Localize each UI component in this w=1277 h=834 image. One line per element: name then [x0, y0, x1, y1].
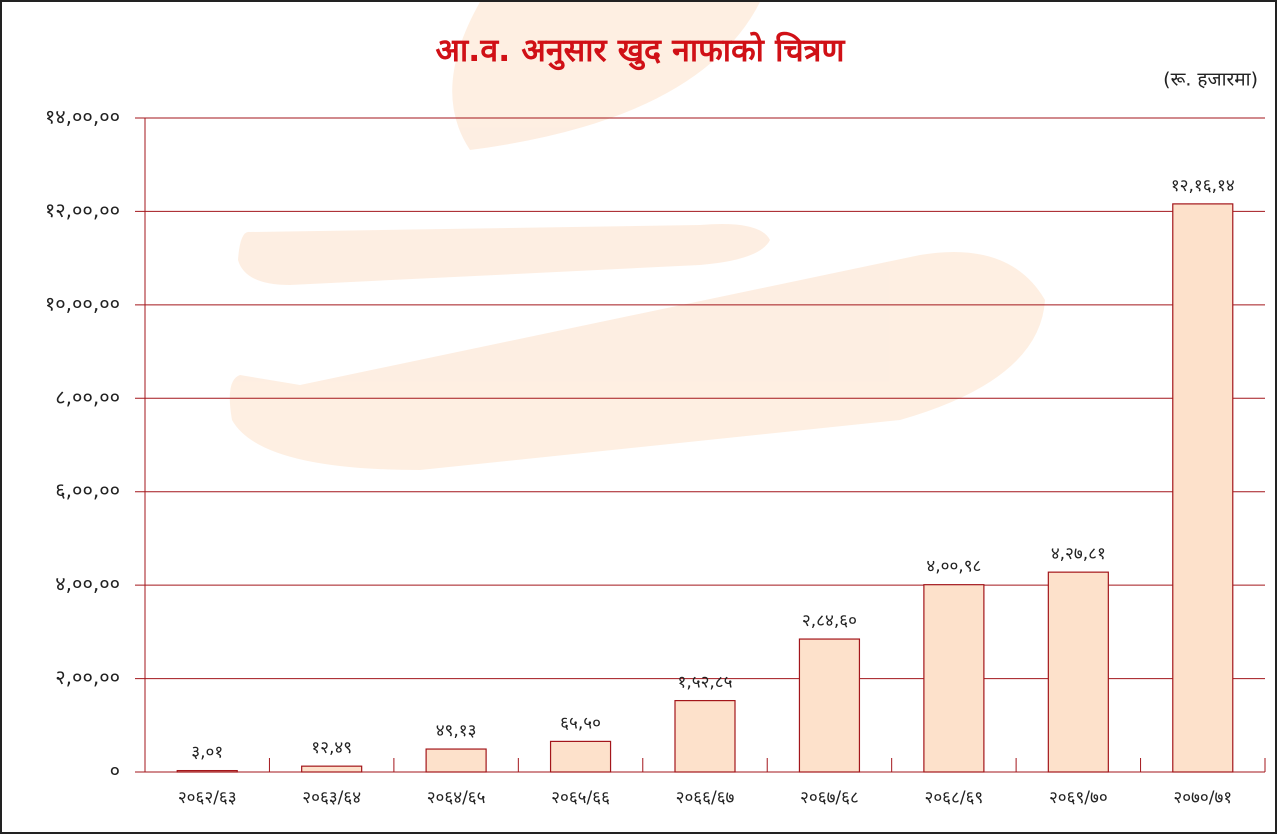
x-tick-label: २०६४/६५	[427, 788, 486, 808]
x-tick-label: २०६६/६७	[676, 788, 735, 808]
x-tick-label: २०६५/६६	[551, 788, 610, 808]
bar	[177, 771, 237, 772]
x-tick-label: २०६२/६३	[178, 788, 237, 808]
chart-title: आ.व. अनुसार खुद नाफाको चित्रण	[435, 31, 846, 71]
x-tick-label: २०६८/६९	[924, 788, 983, 808]
y-tick-label: ६,००,००	[55, 478, 120, 502]
page: {"chart_data": { "type": "bar", "title":…	[0, 0, 1277, 834]
bar	[799, 639, 859, 772]
x-tick-label: २०६७/६८	[800, 788, 859, 808]
value-label: ३,०१	[191, 743, 223, 763]
value-label: १२,४९	[311, 738, 352, 758]
y-tick-label: १२,००,००	[45, 198, 120, 222]
value-label: ६५,५०	[560, 713, 601, 733]
bar	[1048, 572, 1108, 772]
bar	[924, 585, 984, 772]
value-label: १२,१६,१४	[1171, 176, 1235, 196]
bar	[551, 741, 611, 772]
x-tick-label: २०६९/७०	[1049, 788, 1108, 808]
bar	[1173, 204, 1233, 772]
value-label: ४,२७,८१	[1051, 544, 1106, 564]
y-tick-label: १४,००,००	[45, 105, 120, 129]
x-tick-label: २०६३/६४	[302, 788, 361, 808]
y-tick-label: २,००,००	[55, 665, 120, 689]
x-tick-label: २०७०/७१	[1173, 788, 1232, 808]
chart: आ.व. अनुसार खुद नाफाको चित्रण (रू. हजारम…	[0, 0, 1277, 834]
bar	[426, 749, 486, 772]
y-tick-label: ८,००,००	[55, 385, 120, 409]
value-label: ४,००,९८	[926, 557, 981, 577]
y-tick-label: १०,००,००	[45, 291, 120, 315]
bar	[675, 701, 735, 772]
y-tick-label: ४,००,००	[55, 572, 120, 596]
bar	[302, 766, 362, 772]
chart-subtitle: (रू. हजारमा)	[1163, 69, 1258, 91]
y-tick-label: ०	[110, 759, 120, 783]
value-label: १,५२,८५	[677, 673, 732, 693]
value-label: २,८४,६०	[802, 611, 857, 631]
value-label: ४९,१३	[436, 721, 477, 741]
